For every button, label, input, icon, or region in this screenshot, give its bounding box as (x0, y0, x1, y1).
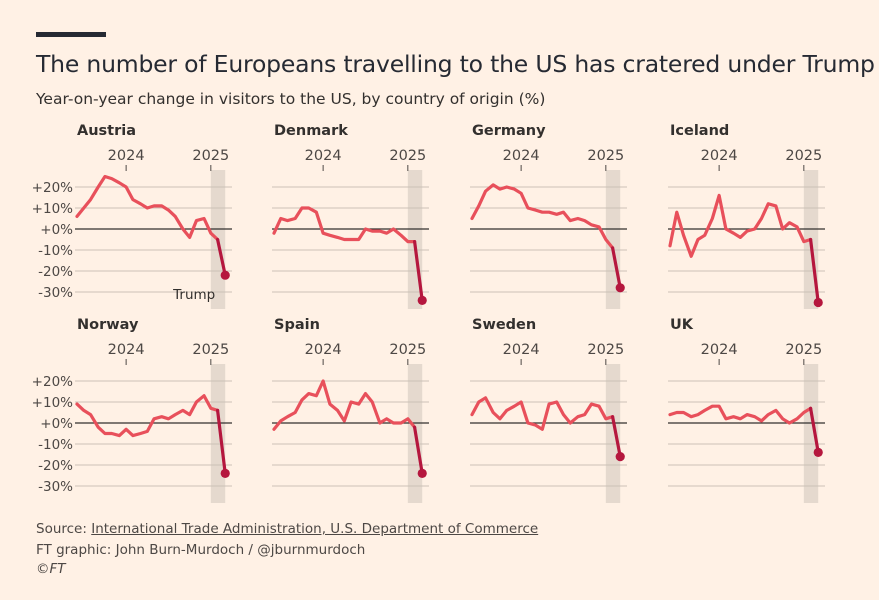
series-line (668, 404, 813, 425)
panel-uk: UK 2024 2025 (668, 317, 825, 503)
panel-title: Spain (274, 317, 320, 333)
shaded-period (605, 364, 621, 503)
y-tick-label: +0% (40, 416, 73, 432)
x-tick-label: 2024 (503, 148, 540, 164)
series-line (272, 379, 417, 431)
y-tick-label: +0% (40, 222, 73, 238)
endpoint-marker (220, 468, 230, 478)
trump-segment (809, 237, 820, 305)
panel-title: Germany (472, 123, 546, 139)
x-tick-label: 2025 (785, 342, 822, 358)
panel-spain: Spain 2024 2025 (272, 317, 429, 503)
trump-segment (216, 237, 227, 277)
y-tick-label: -20% (38, 264, 73, 280)
panel-iceland: Iceland 2024 2025 (668, 123, 825, 309)
trump-segment (413, 425, 424, 475)
endpoint-marker (615, 452, 625, 462)
trump-segment (611, 415, 622, 459)
x-tick-label: 2024 (503, 342, 540, 358)
chart-title: The number of Europeans travelling to th… (36, 50, 875, 78)
endpoint-marker (417, 468, 427, 478)
trump-segment (611, 246, 622, 290)
y-tick-label: +20% (32, 374, 73, 390)
x-tick-label: 2025 (389, 148, 426, 164)
trump-segment (809, 406, 820, 454)
source-line: Source: International Trade Administrati… (36, 521, 538, 537)
series-line (272, 206, 417, 244)
trump-segment (413, 240, 424, 302)
y-tick-label: +20% (32, 180, 73, 196)
series-line (668, 193, 813, 258)
title-accent-bar (36, 32, 106, 37)
shaded-period (210, 364, 226, 503)
graphic-credit: FT graphic: John Burn-Murdoch / @jburnmu… (36, 542, 366, 558)
trump-segment (216, 408, 227, 475)
panel-austria: +20% +10% +0% -10% -20% -30% Austria 2024 2025 Tr… (32, 123, 232, 309)
series-line (470, 396, 615, 431)
series-line (75, 174, 220, 242)
series-line (75, 394, 220, 438)
y-tick-label: -10% (38, 243, 73, 259)
x-tick-label: 2024 (108, 342, 145, 358)
x-tick-label: 2025 (192, 342, 229, 358)
endpoint-marker (615, 283, 625, 293)
x-tick-label: 2025 (389, 342, 426, 358)
y-tick-label: -20% (38, 458, 73, 474)
source-label: Source: (36, 521, 92, 537)
panel-denmark: Denmark 2024 2025 (272, 123, 429, 309)
ft-copyright: ©FT (36, 561, 66, 577)
panel-title: Sweden (472, 317, 536, 333)
x-tick-label: 2024 (108, 148, 145, 164)
panel-title: UK (670, 317, 694, 333)
chart-subtitle: Year-on-year change in visitors to the U… (36, 90, 546, 108)
panel-title: Denmark (274, 123, 348, 139)
panel-title: Austria (77, 123, 136, 139)
panel-sweden: Sweden 2024 2025 (470, 317, 627, 503)
y-tick-label: -30% (38, 479, 73, 495)
x-tick-label: 2025 (785, 148, 822, 164)
panel-title: Iceland (670, 123, 729, 139)
series-line (470, 183, 615, 250)
source-link[interactable]: International Trade Administration, U.S.… (91, 521, 539, 537)
endpoint-marker (813, 447, 823, 457)
shaded-period (803, 364, 819, 503)
endpoint-marker (813, 297, 823, 308)
x-tick-label: 2024 (701, 342, 738, 358)
endpoint-marker (417, 295, 427, 305)
x-tick-label: 2024 (305, 148, 342, 164)
endpoint-marker (220, 270, 230, 280)
x-tick-label: 2025 (587, 342, 624, 358)
y-tick-label: +10% (32, 201, 73, 217)
panel-title: Norway (77, 317, 139, 333)
y-tick-label: -10% (38, 437, 73, 453)
x-tick-label: 2025 (587, 148, 624, 164)
y-tick-label: +10% (32, 395, 73, 411)
x-tick-label: 2024 (701, 148, 738, 164)
trump-annotation: Trump (172, 287, 215, 303)
x-tick-label: 2025 (192, 148, 229, 164)
y-tick-label: -30% (38, 285, 73, 301)
panel-norway: +20% +10% +0% -10% -20% -30% Norway 2024 2025 (32, 317, 232, 503)
x-tick-label: 2024 (305, 342, 342, 358)
panel-germany: Germany 2024 2025 (470, 123, 627, 309)
